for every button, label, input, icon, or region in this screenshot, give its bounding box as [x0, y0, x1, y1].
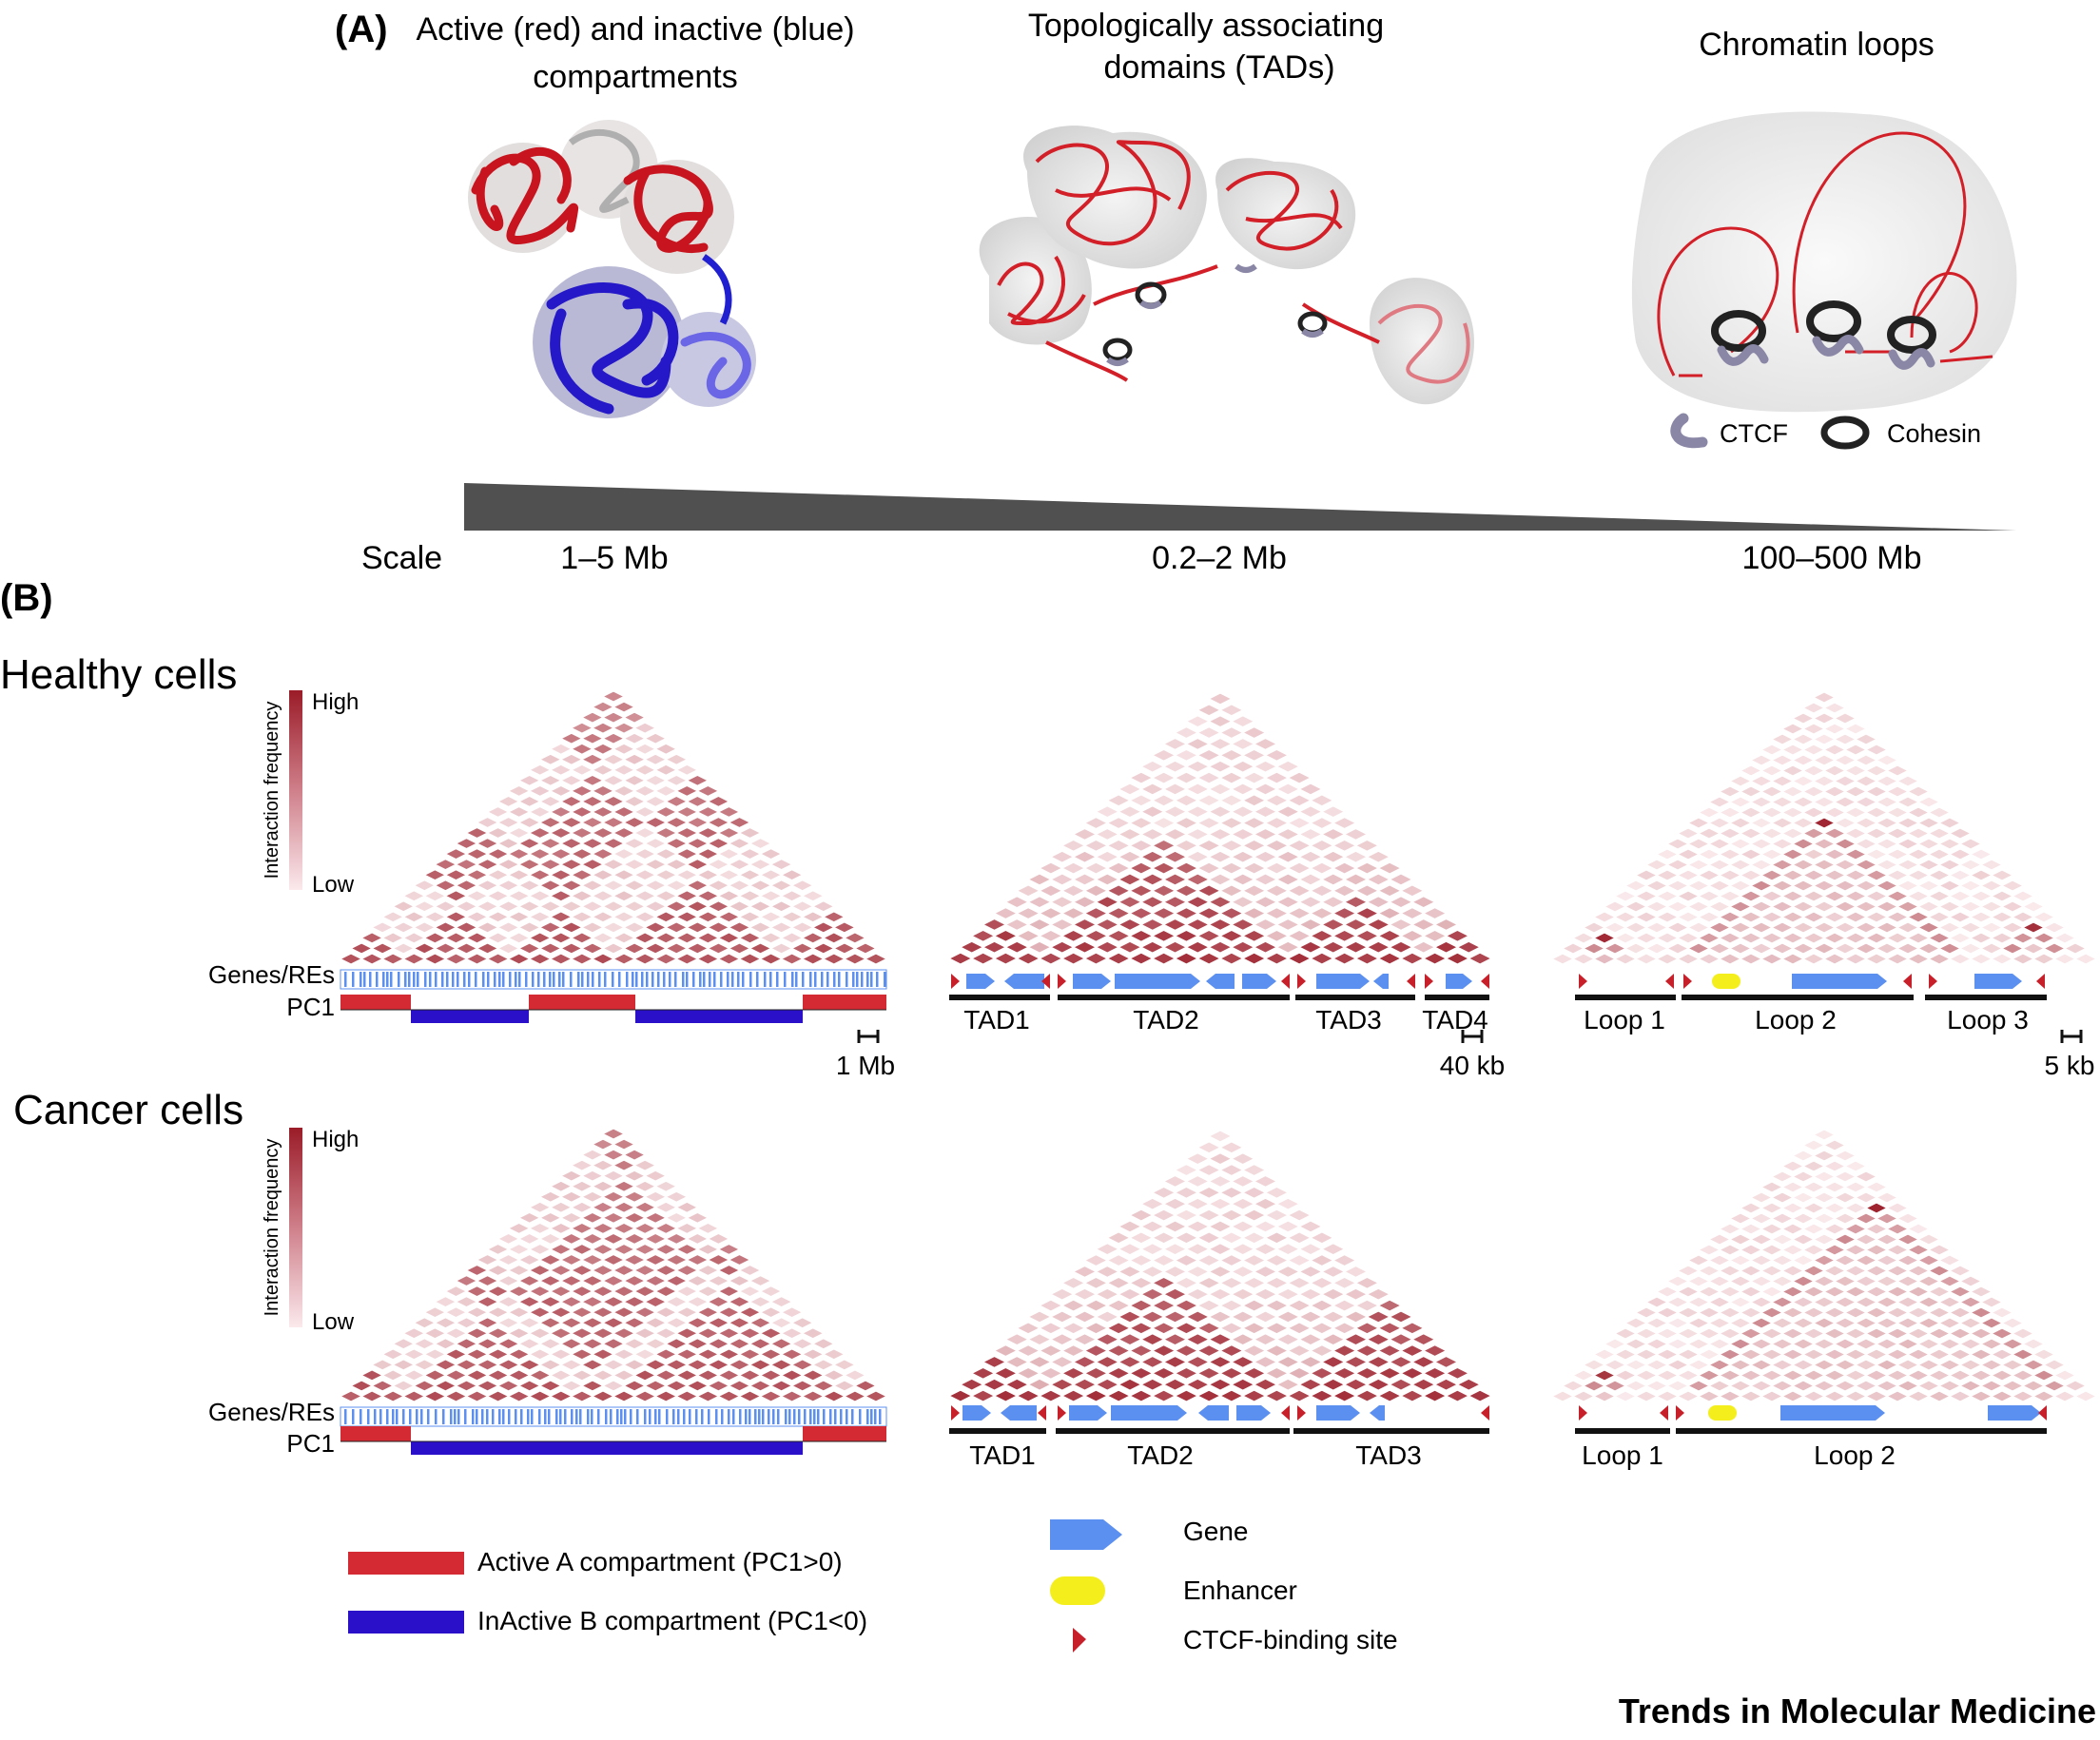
colorbar-healthy: High Low Interaction frequency — [262, 689, 359, 898]
tad2-label-cancer: TAD2 — [1127, 1440, 1194, 1470]
legend-gene-icon — [1050, 1519, 1122, 1550]
ctcf-legend-label: CTCF — [1720, 419, 1788, 448]
heatmap-tads-healthy — [947, 692, 1493, 965]
colorbar-high-cancer: High — [312, 1127, 359, 1152]
gene-ticks-healthy — [340, 969, 887, 990]
compartments-title-line1: Active (red) and inactive (blue) — [416, 11, 854, 48]
genes-track-label-healthy: Genes/REs — [208, 960, 335, 989]
loop3-label-healthy: Loop 3 — [1947, 1005, 2029, 1034]
scale-bar-5kb-label: 5 kb — [2045, 1051, 2095, 1080]
scale-bar-1mb: 1 Mb — [836, 1030, 895, 1080]
tad1-label-cancer: TAD1 — [969, 1440, 1036, 1470]
loop2-label-healthy: Loop 2 — [1755, 1005, 1837, 1034]
legend-ctcf-site-label: CTCF-binding site — [1183, 1625, 1398, 1654]
loop1-label-cancer: Loop 1 — [1582, 1440, 1663, 1470]
legend-inactive-swatch — [348, 1611, 464, 1634]
loop-track-healthy — [1575, 974, 2047, 1000]
heatmaps — [339, 690, 2098, 1402]
tad2-label-healthy: TAD2 — [1133, 1005, 1199, 1034]
loop2-label-cancer: Loop 2 — [1814, 1440, 1896, 1470]
cohesin-legend-icon — [1820, 416, 1870, 450]
legend-active-label: Active A compartment (PC1>0) — [477, 1547, 843, 1576]
pc1-track-label-cancer: PC1 — [286, 1429, 335, 1458]
heatmap-loops-healthy — [1550, 691, 2098, 965]
journal-footer: Trends in Molecular Medicine — [1619, 1692, 2096, 1730]
heatmap-compartments-cancer — [339, 1128, 888, 1402]
scale-wedge — [464, 483, 2016, 531]
enhancer-mark — [1708, 1405, 1737, 1421]
loop1-label-healthy: Loop 1 — [1584, 1005, 1665, 1034]
panel-b-label: (B) — [0, 577, 53, 619]
scale-value-tads: 0.2–2 Mb — [1152, 540, 1287, 576]
colorbar-low-healthy: Low — [312, 872, 355, 898]
tad4-label-healthy: TAD4 — [1422, 1005, 1488, 1034]
tad-track-cancer — [949, 1405, 1489, 1434]
legend-active-swatch — [348, 1552, 464, 1575]
legend-gene-label: Gene — [1183, 1517, 1249, 1546]
tads-title-line1: Topologically associating — [1028, 8, 1384, 44]
pc1-track-cancer — [340, 1426, 886, 1455]
scale-bar-5kb: 5 kb — [2045, 1030, 2095, 1080]
cancer-row-title: Cancer cells — [13, 1087, 243, 1133]
ctcf-legend-icon — [1670, 413, 1708, 449]
legend-enhancer-icon — [1050, 1576, 1105, 1605]
heatmap-compartments-healthy — [339, 690, 888, 965]
genes-track-label-cancer: Genes/REs — [208, 1398, 335, 1426]
scale-bar-40kb: 40 kb — [1440, 1030, 1506, 1080]
tad3-label-cancer: TAD3 — [1355, 1440, 1422, 1470]
tad1-label-healthy: TAD1 — [963, 1005, 1030, 1034]
pc1-track-healthy — [340, 995, 886, 1023]
loop-track-cancer — [1575, 1405, 2047, 1434]
loops-title: Chromatin loops — [1699, 27, 1935, 63]
scale-label: Scale — [361, 540, 442, 576]
healthy-row-title: Healthy cells — [0, 651, 237, 698]
heatmap-loops-cancer — [1550, 1129, 2098, 1402]
enhancer-mark — [1712, 974, 1740, 989]
gene-ticks-cancer — [340, 1406, 887, 1427]
panel-a-label: (A) — [335, 9, 388, 50]
colorbar-axis-cancer: Interaction frequency — [262, 1139, 282, 1317]
compartments-illustration — [468, 120, 756, 418]
cohesin-legend-label: Cohesin — [1887, 419, 1981, 448]
pc1-track-label-healthy: PC1 — [286, 993, 335, 1021]
tad-track-healthy — [949, 974, 1489, 1000]
colorbar-axis-healthy: Interaction frequency — [262, 702, 282, 880]
compartments-title-line2: compartments — [533, 59, 737, 95]
legend-ctcf-site-icon — [1073, 1628, 1086, 1653]
loops-illustration: CTCF Cohesin — [1631, 111, 2017, 450]
tad3-label-healthy: TAD3 — [1315, 1005, 1382, 1034]
scale-value-loops: 100–500 Mb — [1741, 540, 1921, 576]
legend-inactive-label: InActive B compartment (PC1<0) — [477, 1606, 867, 1635]
colorbar-high-healthy: High — [312, 689, 359, 715]
scale-bar-40kb-label: 40 kb — [1440, 1051, 1506, 1080]
legend-enhancer-label: Enhancer — [1183, 1576, 1297, 1605]
tads-title-line2: domains (TADs) — [1103, 49, 1334, 86]
gene-re-tracks — [340, 969, 887, 1427]
tads-illustration — [979, 126, 1474, 405]
tad-feature-tracks — [949, 974, 2047, 1434]
scale-bar-1mb-label: 1 Mb — [836, 1051, 895, 1080]
colorbar-low-cancer: Low — [312, 1309, 355, 1335]
colorbar-cancer: High Low Interaction frequency — [262, 1127, 359, 1335]
heatmap-tads-cancer — [947, 1130, 1493, 1402]
scale-value-compartments: 1–5 Mb — [560, 540, 668, 576]
